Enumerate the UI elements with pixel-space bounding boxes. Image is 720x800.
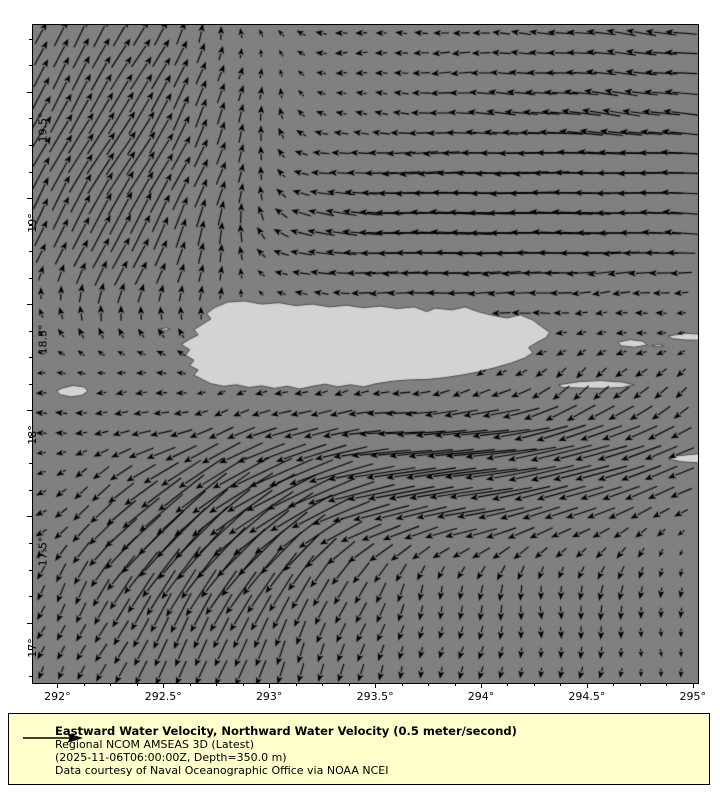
x-axis-minor-tick bbox=[613, 683, 615, 686]
x-axis-major-tick bbox=[692, 683, 694, 688]
y-axis-tick-label: 19.5° bbox=[36, 112, 50, 143]
legend-text-block: Eastward Water Velocity, Northward Water… bbox=[55, 724, 517, 777]
y-axis-major-tick bbox=[27, 304, 32, 306]
legend-courtesy-line: Data courtesy of Naval Oceanographic Off… bbox=[55, 764, 389, 777]
y-axis-major-tick bbox=[27, 91, 32, 93]
x-axis-tick-label: 292° bbox=[44, 690, 71, 703]
y-axis-minor-tick bbox=[29, 649, 32, 651]
x-axis-minor-tick bbox=[428, 683, 430, 686]
y-axis-minor-tick bbox=[29, 330, 32, 332]
y-axis-minor-tick bbox=[29, 251, 32, 253]
y-axis-minor-tick bbox=[29, 65, 32, 67]
y-axis-major-tick bbox=[27, 410, 32, 412]
x-axis-tick-label: 293° bbox=[255, 690, 283, 703]
y-axis-tick-label: 17° bbox=[26, 637, 39, 658]
y-axis-minor-tick bbox=[29, 144, 32, 146]
x-axis-minor-tick bbox=[560, 683, 562, 686]
x-axis-tick-label: 295° bbox=[679, 690, 707, 703]
x-axis-minor-tick bbox=[454, 683, 456, 686]
x-axis-major-tick bbox=[586, 683, 588, 688]
x-axis-tick-label: 294.5° bbox=[568, 690, 606, 703]
x-axis-major-tick bbox=[269, 683, 271, 688]
y-axis-tick-label: 17.5° bbox=[36, 536, 50, 567]
y-axis-minor-tick bbox=[29, 675, 32, 677]
y-axis-minor-tick bbox=[29, 569, 32, 571]
x-axis-minor-tick bbox=[533, 683, 535, 686]
x-axis-minor-tick bbox=[189, 683, 191, 686]
x-axis-minor-tick bbox=[83, 683, 85, 686]
y-axis-tick-label: 18.5° bbox=[36, 324, 50, 355]
x-axis-tick-label: 292.5° bbox=[144, 690, 182, 703]
legend-source-line: Regional NCOM AMSEAS 3D (Latest) bbox=[55, 738, 254, 751]
x-axis-major-tick bbox=[57, 683, 59, 688]
y-axis-tick-label: 18° bbox=[26, 425, 39, 446]
x-axis-minor-tick bbox=[322, 683, 324, 686]
y-axis-minor-tick bbox=[29, 118, 32, 120]
x-axis-major-tick bbox=[163, 683, 165, 688]
y-axis-minor-tick bbox=[29, 277, 32, 279]
x-axis-minor-tick bbox=[295, 683, 297, 686]
map-plot-area[interactable] bbox=[32, 24, 699, 684]
reference-vector-arrow bbox=[23, 733, 83, 743]
x-axis-minor-tick bbox=[216, 683, 218, 686]
y-axis-minor-tick bbox=[29, 357, 32, 359]
y-axis-minor-tick bbox=[29, 542, 32, 544]
x-axis-tick-label: 293.5° bbox=[356, 690, 394, 703]
x-axis-minor-tick bbox=[242, 683, 244, 686]
y-axis-minor-tick bbox=[29, 436, 32, 438]
x-axis-minor-tick bbox=[136, 683, 138, 686]
y-axis-minor-tick bbox=[29, 38, 32, 40]
y-axis-major-tick bbox=[27, 622, 32, 624]
velocity-vector-layer bbox=[33, 25, 698, 683]
y-axis-minor-tick bbox=[29, 596, 32, 598]
y-axis-minor-tick bbox=[29, 224, 32, 226]
x-axis-tick-label: 294° bbox=[467, 690, 495, 703]
legend-time-depth-line: (2025-11-06T06:00:00Z, Depth=350.0 m) bbox=[55, 751, 287, 764]
x-axis-minor-tick bbox=[639, 683, 641, 686]
x-axis-major-tick bbox=[480, 683, 482, 688]
x-axis-major-tick bbox=[375, 683, 377, 688]
x-axis-minor-tick bbox=[507, 683, 509, 686]
x-axis-minor-tick bbox=[401, 683, 403, 686]
x-axis-minor-tick bbox=[348, 683, 350, 686]
y-axis-minor-tick bbox=[29, 489, 32, 491]
x-axis-minor-tick bbox=[110, 683, 112, 686]
legend-box: Eastward Water Velocity, Northward Water… bbox=[8, 713, 710, 785]
y-axis-tick-label: 19° bbox=[26, 213, 39, 233]
x-axis-minor-tick bbox=[666, 683, 668, 686]
y-axis-major-tick bbox=[27, 198, 32, 200]
y-axis-minor-tick bbox=[29, 383, 32, 385]
y-axis-major-tick bbox=[27, 516, 32, 518]
y-axis-minor-tick bbox=[29, 171, 32, 173]
y-axis-minor-tick bbox=[29, 463, 32, 465]
legend-title: Eastward Water Velocity, Northward Water… bbox=[55, 724, 517, 738]
